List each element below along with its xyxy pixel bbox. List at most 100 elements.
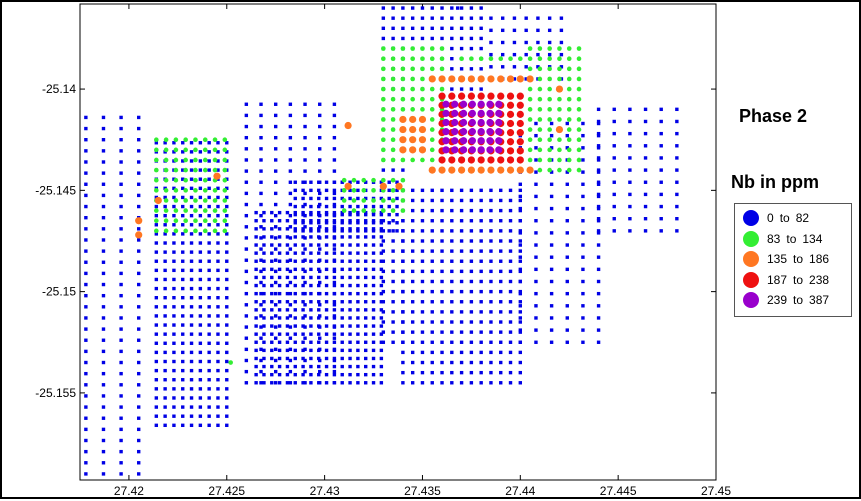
data-point-202 (172, 368, 176, 373)
data-point-2088 (477, 156, 485, 164)
legend-range-low: 239 (767, 293, 788, 308)
data-point-864 (340, 219, 344, 223)
data-point-663 (270, 243, 274, 247)
data-point-986 (301, 204, 305, 209)
data-point-1939 (527, 147, 533, 153)
data-point-1521 (479, 16, 483, 20)
data-point-241 (181, 305, 185, 309)
data-point-43 (101, 360, 106, 365)
data-point-1636 (565, 170, 569, 174)
data-point-1866 (390, 147, 396, 153)
data-point-1275 (450, 269, 454, 274)
data-point-708 (285, 235, 290, 239)
data-point-27 (84, 171, 88, 175)
data-point-575 (318, 102, 322, 106)
data-point-508 (288, 269, 293, 274)
data-point-427 (244, 303, 249, 307)
data-point-351 (207, 177, 211, 181)
data-point-1923 (429, 56, 435, 61)
data-point-1502 (459, 26, 464, 31)
data-point-1447 (401, 36, 405, 41)
data-point-570 (318, 158, 322, 162)
data-point-1175 (401, 269, 405, 274)
data-point-1268 (450, 340, 454, 344)
data-point-715 (293, 356, 297, 361)
data-point-1661 (596, 328, 601, 332)
data-point-1783 (183, 147, 188, 153)
data-point-1465 (420, 36, 425, 41)
data-point-607 (254, 340, 258, 344)
data-point-522 (288, 113, 293, 118)
data-point-1644 (581, 304, 585, 308)
data-point-1180 (401, 219, 405, 223)
data-point-1672 (596, 194, 601, 199)
data-point-2080 (467, 156, 475, 164)
data-point-123 (137, 204, 141, 209)
data-point-903 (356, 259, 360, 263)
legend-item: 83 to 134 (743, 229, 851, 250)
data-point-154 (154, 223, 159, 227)
data-point-1003 (317, 180, 321, 184)
data-point-1864 (381, 46, 386, 51)
data-point-551 (318, 369, 322, 374)
data-point-1295 (459, 269, 464, 274)
data-point-2050 (409, 125, 417, 134)
data-point-716 (293, 348, 297, 353)
data-point-330 (207, 368, 211, 373)
data-point-634 (262, 300, 266, 304)
data-point-486 (273, 225, 278, 229)
data-point-1213 (420, 289, 425, 294)
data-point-868 (348, 364, 352, 369)
data-point-125 (137, 182, 141, 186)
data-point-2169 (495, 100, 503, 108)
data-point-586 (332, 269, 337, 274)
data-point-1552 (536, 16, 540, 20)
data-point-93 (119, 171, 123, 175)
data-point-184 (163, 241, 167, 245)
data-point-2003 (576, 157, 582, 163)
data-point-1752 (154, 157, 159, 163)
data-point-347 (207, 213, 211, 218)
data-point-515 (288, 191, 293, 196)
data-point-1645 (581, 291, 585, 296)
data-point-259 (181, 141, 185, 145)
data-point-1192 (410, 300, 415, 304)
data-point-287 (189, 177, 194, 181)
data-point-723 (293, 291, 297, 296)
data-point-1068 (395, 221, 399, 225)
data-point-741 (301, 324, 305, 328)
data-point-299 (198, 359, 203, 364)
data-point-309 (198, 268, 203, 273)
data-point-627 (262, 356, 266, 361)
data-point-624 (262, 381, 266, 385)
data-point-2095 (477, 92, 485, 100)
data-point-1013 (332, 212, 337, 217)
data-point-775 (309, 227, 313, 231)
data-point-918 (364, 316, 368, 320)
data-point-1886 (400, 66, 406, 72)
data-point-939 (371, 324, 376, 328)
data-point-61 (101, 160, 106, 164)
data-point-2124 (516, 119, 524, 128)
data-point-1323 (469, 188, 474, 193)
data-point-846 (340, 364, 344, 369)
data-point-84 (119, 271, 123, 276)
data-point-273 (189, 305, 194, 309)
data-point-506 (288, 291, 293, 296)
data-point-1836 (361, 177, 367, 183)
data-point-619 (254, 243, 258, 247)
data-point-227 (172, 141, 176, 145)
data-point-2179 (228, 360, 233, 365)
data-point-1959 (537, 76, 543, 82)
legend-item: 239 to 387 (743, 290, 851, 311)
data-point-1792 (193, 157, 198, 163)
data-point-1004 (324, 229, 329, 233)
data-point-1526 (489, 40, 493, 45)
data-point-1667 (596, 255, 601, 259)
data-point-232 (181, 387, 185, 391)
data-point-2024 (448, 166, 456, 174)
data-point-367 (216, 323, 220, 327)
data-point-157 (154, 195, 159, 200)
data-point-1185 (410, 370, 415, 375)
data-point-1349 (489, 330, 493, 334)
